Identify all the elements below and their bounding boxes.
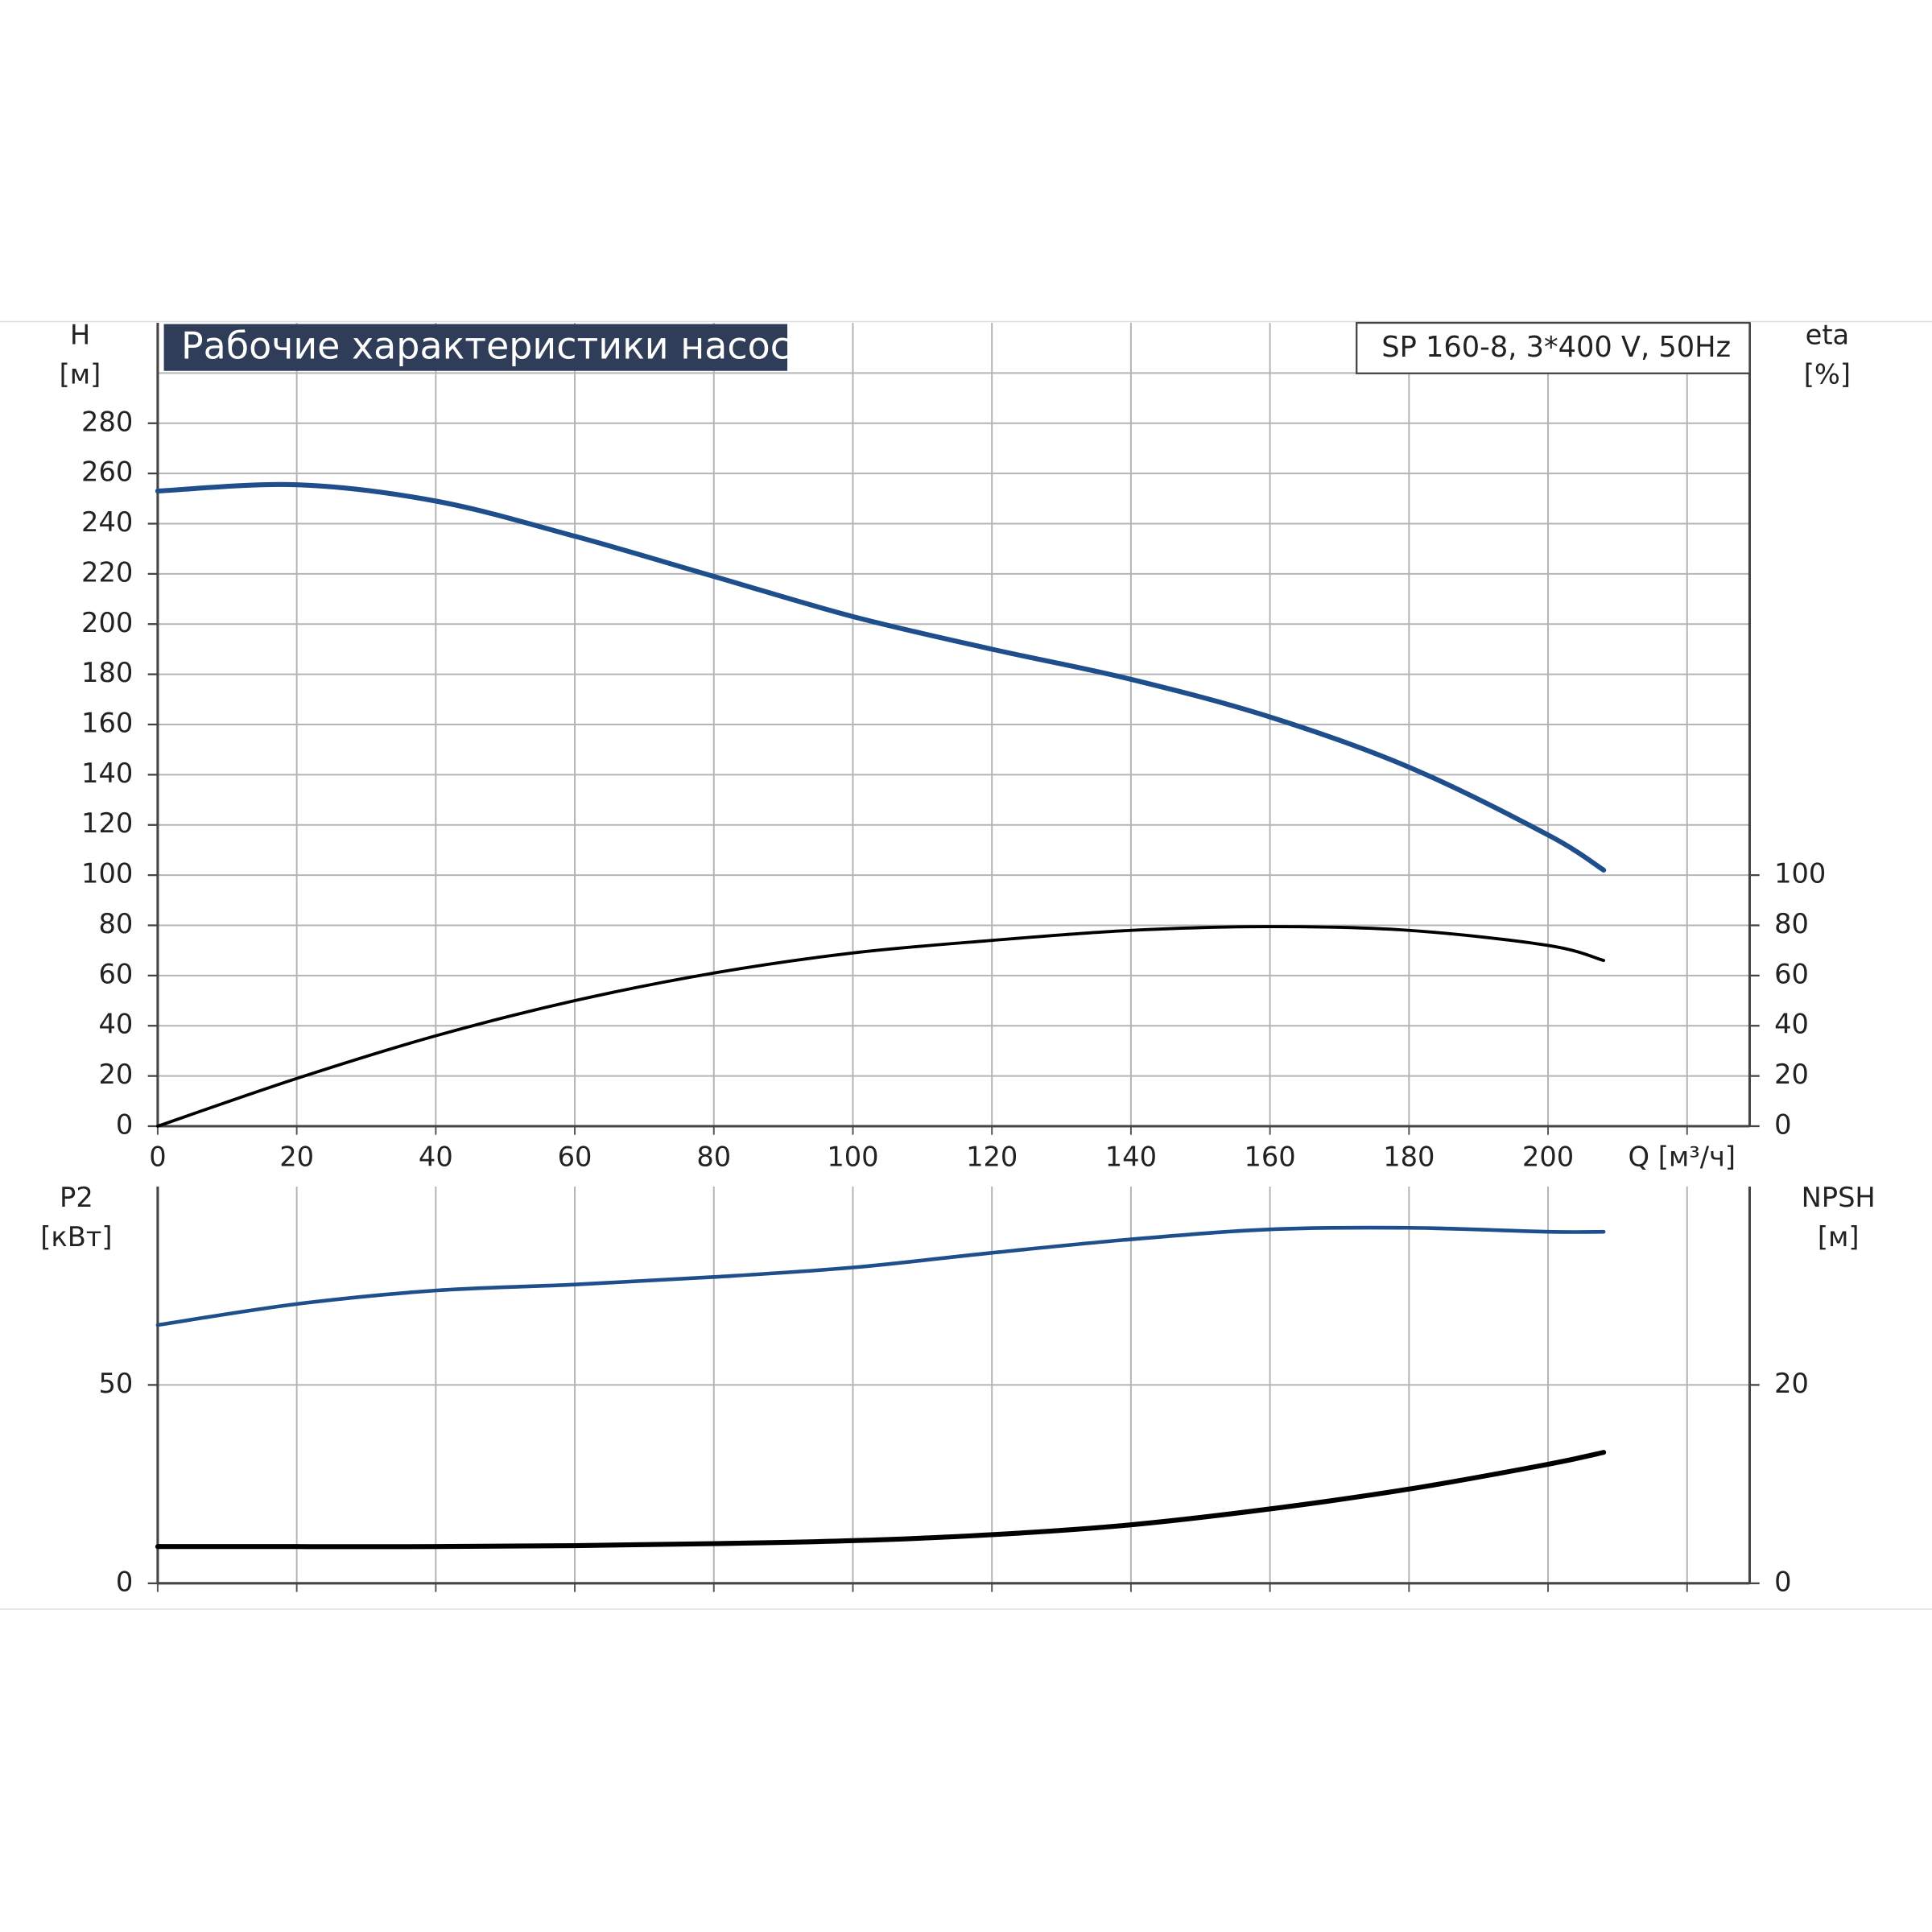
y-tick-label: 260 — [81, 456, 133, 488]
title-box — [163, 324, 788, 371]
y2-tick-label: 20 — [1774, 1059, 1809, 1090]
y-tick-label: 80 — [98, 908, 133, 939]
x-tick-label: 100 — [827, 1141, 878, 1172]
y-tick-label: 240 — [81, 506, 133, 538]
x-tick-label: 200 — [1522, 1141, 1574, 1172]
y2-axis-label: eta — [1806, 319, 1850, 350]
y-tick-label: 100 — [81, 858, 133, 890]
y-tick-label: 50 — [98, 1368, 133, 1399]
y-tick-label: 280 — [81, 406, 133, 437]
y2-tick-label: 80 — [1774, 908, 1809, 939]
y2-axis-unit: [%] — [1804, 358, 1851, 390]
curve — [156, 925, 1606, 1128]
y2-axis-label: NPSH — [1802, 1182, 1876, 1213]
curve — [155, 481, 1607, 873]
x-tick-label: 180 — [1383, 1141, 1435, 1172]
x-tick-label: 120 — [966, 1141, 1018, 1172]
y-axis-label: P2 — [60, 1182, 93, 1213]
y2-tick-label: 60 — [1774, 958, 1809, 989]
y2-tick-label: 0 — [1774, 1566, 1791, 1597]
curve — [155, 1450, 1607, 1550]
y2-tick-label: 100 — [1774, 858, 1826, 890]
y-tick-label: 20 — [98, 1059, 133, 1090]
curve — [155, 1225, 1606, 1327]
y-tick-label: 220 — [81, 556, 133, 588]
y2-tick-label: 20 — [1774, 1368, 1809, 1399]
x-tick-label: 140 — [1105, 1141, 1157, 1172]
x-tick-label: 20 — [279, 1141, 314, 1172]
chart-subtitle: SP 160-8, 3*400 V, 50Hz — [1381, 331, 1731, 364]
x-tick-label: 40 — [419, 1141, 453, 1172]
x-tick-label: 80 — [696, 1141, 731, 1172]
y-tick-label: 0 — [116, 1108, 133, 1140]
y-tick-label: 160 — [81, 708, 133, 739]
y-tick-label: 140 — [81, 758, 133, 789]
y-axis-label: H — [70, 319, 90, 350]
subtitle-box — [1356, 321, 1751, 374]
y-tick-label: 60 — [98, 958, 133, 989]
y-axis-unit: [кВт] — [40, 1221, 112, 1253]
y-axis-unit: [м] — [60, 358, 101, 390]
y-tick-label: 40 — [98, 1009, 133, 1040]
y-tick-label: 200 — [81, 607, 133, 638]
y2-axis-unit: [м] — [1818, 1221, 1860, 1253]
y2-tick-label: 40 — [1774, 1009, 1809, 1040]
y2-tick-label: 0 — [1774, 1108, 1791, 1140]
x-axis-label: Q [м³/ч] — [1629, 1141, 1736, 1172]
x-tick-label: 60 — [558, 1141, 592, 1172]
y-tick-label: 0 — [116, 1566, 133, 1597]
chart-title: Рабочие характеристики насоса — [181, 324, 813, 368]
x-tick-label: 160 — [1244, 1141, 1295, 1172]
y-tick-label: 180 — [81, 657, 133, 688]
x-tick-label: 0 — [149, 1141, 166, 1172]
y-tick-label: 120 — [81, 807, 133, 839]
